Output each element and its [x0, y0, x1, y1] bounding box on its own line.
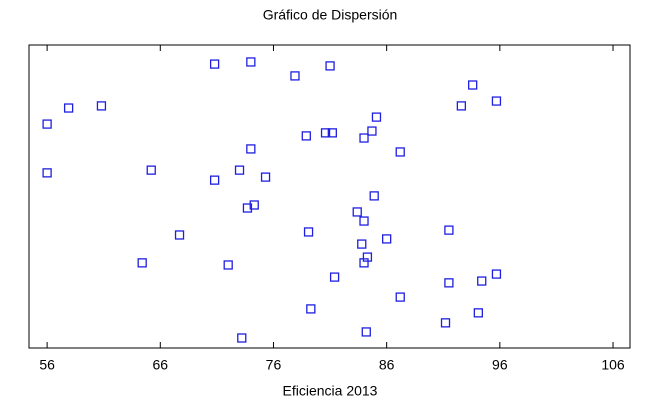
- point: [395, 292, 405, 302]
- x-tick-label: 96: [492, 357, 508, 373]
- point: [359, 216, 369, 226]
- point: [357, 239, 367, 249]
- point: [237, 333, 247, 343]
- point: [359, 258, 369, 268]
- chart-title: Gráfico de Dispersión: [263, 7, 398, 23]
- point: [473, 308, 483, 318]
- point: [444, 225, 454, 235]
- point: [468, 80, 478, 90]
- point: [303, 227, 314, 237]
- point: [234, 165, 245, 175]
- x-axis-label: Eficiencia 2013: [283, 383, 378, 399]
- point: [242, 203, 253, 213]
- x-tick-label: 56: [39, 357, 55, 373]
- point: [327, 128, 337, 138]
- point: [440, 318, 451, 328]
- point: [223, 260, 233, 270]
- point: [290, 71, 300, 81]
- point: [325, 61, 335, 71]
- point: [246, 144, 256, 154]
- point: [367, 126, 377, 136]
- x-tick-label: 106: [601, 357, 625, 373]
- point: [369, 191, 379, 201]
- point: [371, 112, 382, 122]
- point: [320, 128, 331, 138]
- point: [42, 119, 52, 129]
- x-tick-label: 76: [266, 357, 282, 373]
- point: [361, 327, 371, 337]
- point: [456, 101, 467, 111]
- x-tick-label: 66: [153, 357, 169, 373]
- point: [444, 278, 454, 288]
- point: [63, 103, 74, 113]
- point: [209, 59, 220, 69]
- point: [491, 269, 502, 279]
- point: [96, 101, 107, 111]
- point: [42, 168, 52, 178]
- point: [352, 207, 362, 217]
- point: [359, 133, 369, 143]
- point: [249, 200, 259, 210]
- point: [477, 276, 487, 286]
- point: [246, 57, 256, 67]
- point: [301, 131, 311, 141]
- point: [382, 234, 392, 244]
- point: [395, 147, 405, 157]
- x-tick-label: 86: [379, 357, 395, 373]
- point: [306, 304, 316, 314]
- point: [329, 272, 340, 282]
- point: [209, 175, 220, 185]
- point: [491, 96, 502, 106]
- plot-frame: [28, 44, 631, 349]
- point: [260, 172, 271, 182]
- point: [146, 165, 156, 175]
- point: [137, 258, 147, 268]
- point: [174, 230, 185, 240]
